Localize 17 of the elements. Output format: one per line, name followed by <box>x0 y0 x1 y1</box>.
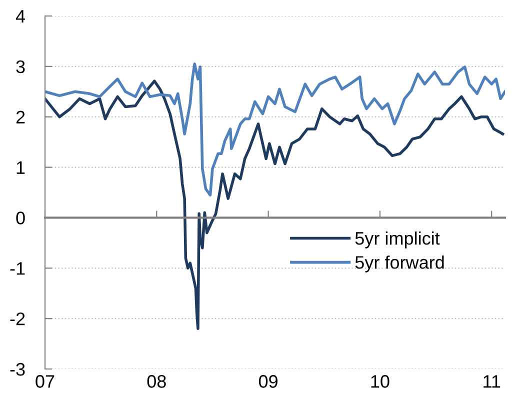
line-series <box>45 62 505 196</box>
y-tick-label: 2 <box>16 110 25 124</box>
x-tick-label: 10 <box>371 375 390 388</box>
x-tick-label: 09 <box>258 375 278 388</box>
y-tick-label: 3 <box>16 60 25 74</box>
y-tick-label: -1 <box>10 262 25 275</box>
x-tick-label: 11 <box>484 375 500 388</box>
y-tick-label: -3 <box>10 362 25 376</box>
legend-label: 5yr forward <box>355 256 444 272</box>
y-tick-label: 0 <box>16 212 25 224</box>
legend-label: 5yr implicit <box>355 231 440 248</box>
y-tick-label: -2 <box>10 312 25 326</box>
line-series <box>45 80 504 330</box>
x-tick-label: 08 <box>147 375 166 388</box>
y-tick-label: 4 <box>16 10 26 23</box>
y-tick-label: 1 <box>16 161 25 174</box>
x-tick-label: 07 <box>36 375 54 388</box>
